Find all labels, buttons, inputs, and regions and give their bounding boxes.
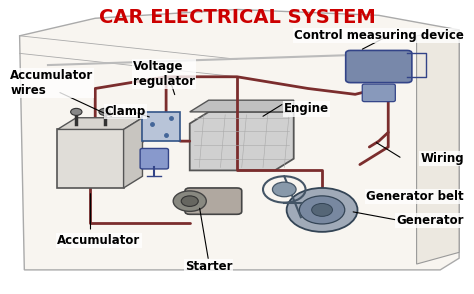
FancyBboxPatch shape xyxy=(57,129,124,188)
Circle shape xyxy=(287,188,357,232)
FancyBboxPatch shape xyxy=(143,112,180,141)
FancyBboxPatch shape xyxy=(346,51,412,83)
Polygon shape xyxy=(417,30,459,264)
Text: Engine: Engine xyxy=(284,103,329,116)
Polygon shape xyxy=(57,118,143,129)
Circle shape xyxy=(71,108,82,116)
Polygon shape xyxy=(190,112,294,171)
Circle shape xyxy=(273,182,296,197)
Circle shape xyxy=(181,196,198,206)
Text: Generator: Generator xyxy=(396,214,464,227)
Polygon shape xyxy=(124,118,143,188)
Text: Generator belt: Generator belt xyxy=(366,190,464,203)
FancyBboxPatch shape xyxy=(185,188,242,214)
Circle shape xyxy=(173,191,206,211)
Text: Wiring: Wiring xyxy=(420,152,464,165)
Polygon shape xyxy=(190,100,294,112)
Text: Control measuring device: Control measuring device xyxy=(294,29,464,42)
Circle shape xyxy=(312,203,332,216)
Text: Starter: Starter xyxy=(185,260,232,273)
Text: Accumulator
wires: Accumulator wires xyxy=(10,69,93,97)
Text: CAR ELECTRICAL SYSTEM: CAR ELECTRICAL SYSTEM xyxy=(99,8,375,27)
Polygon shape xyxy=(19,9,459,270)
Text: Clamp: Clamp xyxy=(105,105,146,118)
Text: Accumulator: Accumulator xyxy=(57,234,141,247)
Text: Voltage
regulator: Voltage regulator xyxy=(133,60,195,88)
Circle shape xyxy=(99,108,110,116)
FancyBboxPatch shape xyxy=(362,84,395,102)
Circle shape xyxy=(300,196,345,224)
FancyBboxPatch shape xyxy=(140,148,168,169)
